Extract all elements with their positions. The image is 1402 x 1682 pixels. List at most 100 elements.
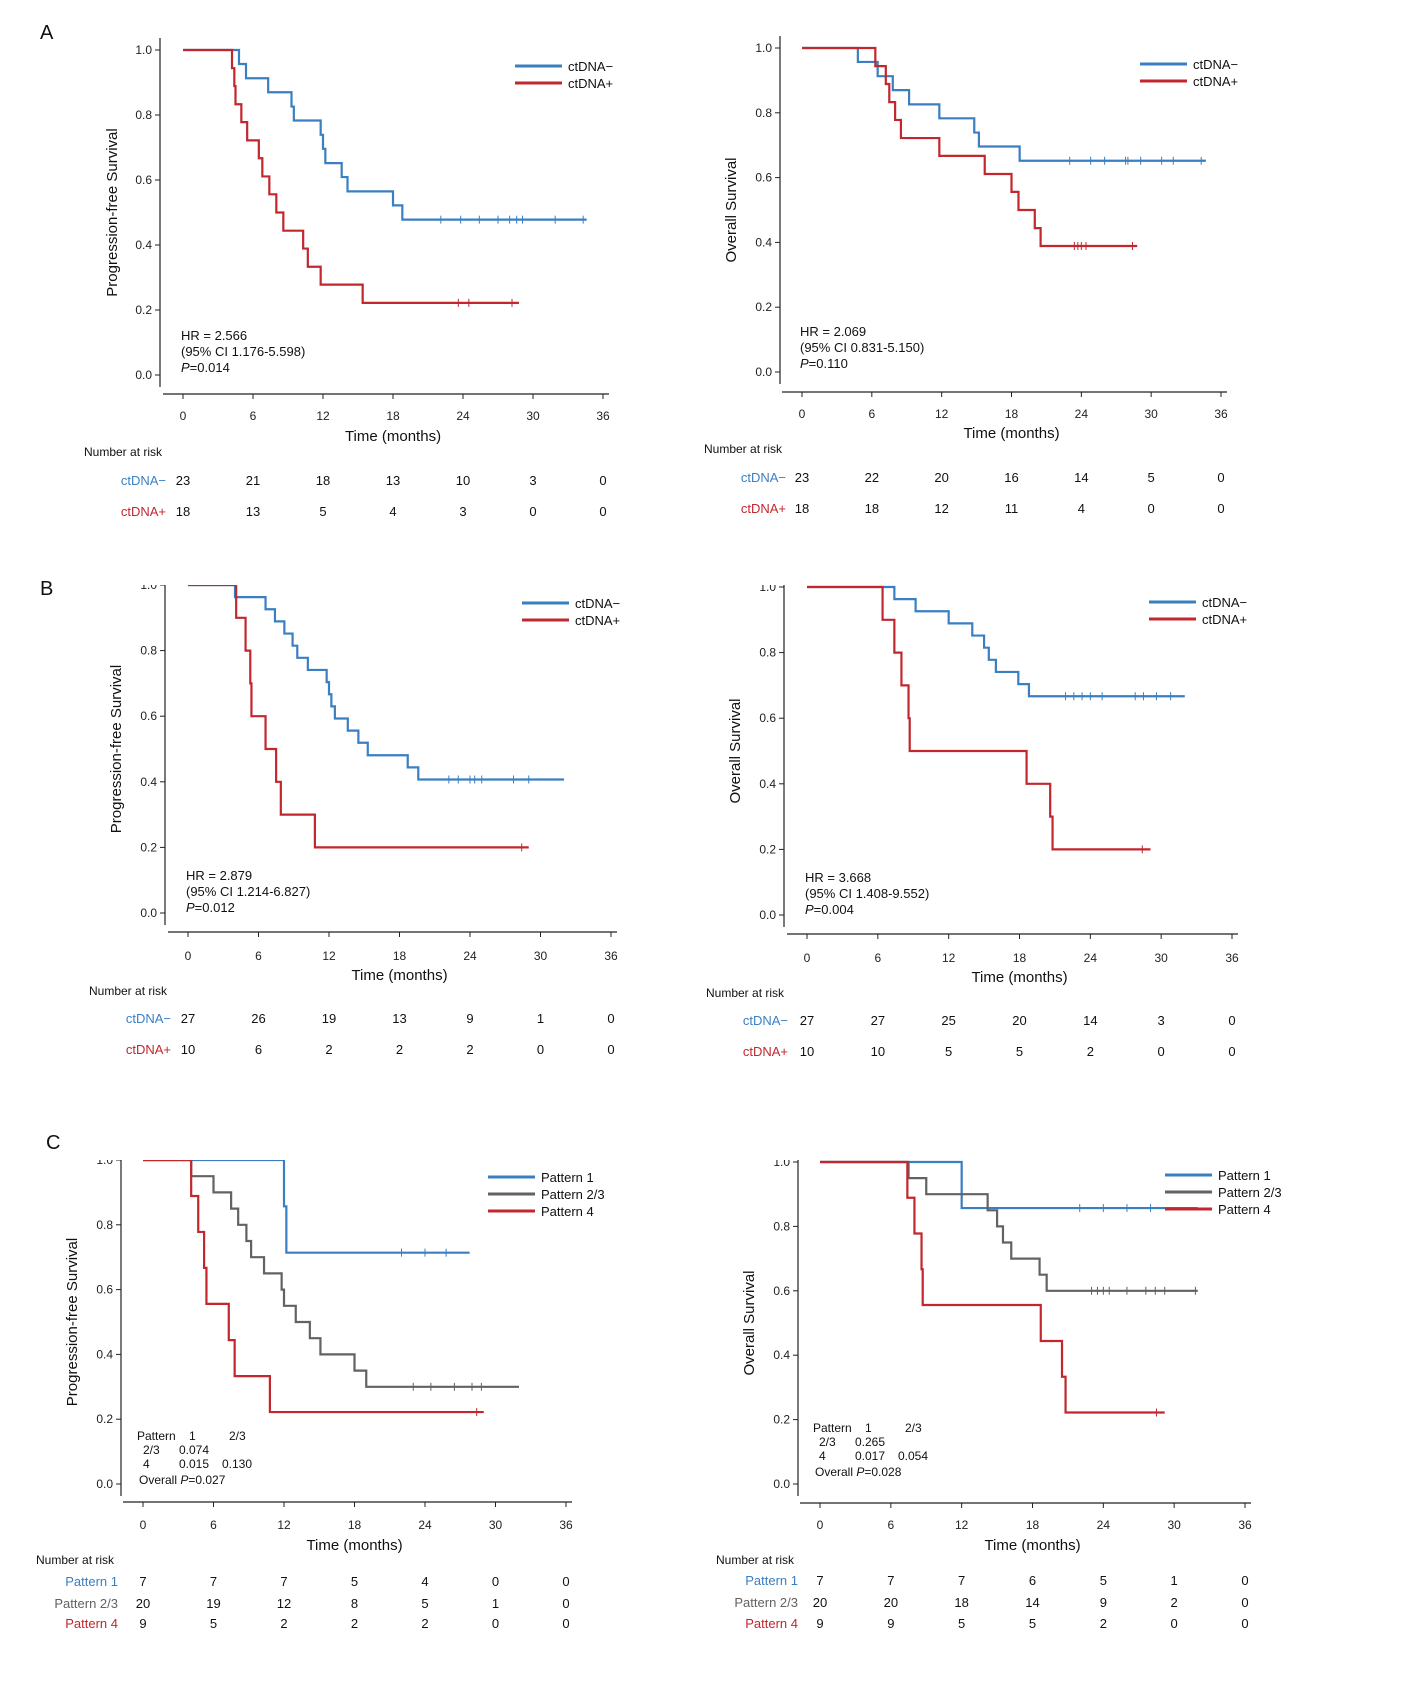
y-tick-label: 0.2: [759, 842, 776, 856]
risk-row-label: ctDNA−: [126, 1011, 171, 1026]
risk-count: 8: [351, 1596, 358, 1611]
risk-count: 2: [1171, 1595, 1178, 1610]
risk-count: 3: [529, 473, 536, 488]
x-tick-label: 6: [255, 949, 262, 963]
x-tick-label: 24: [463, 949, 477, 963]
x-tick-label: 24: [1084, 951, 1098, 965]
x-tick-label: 12: [942, 951, 956, 965]
x-tick-label: 36: [1238, 1518, 1252, 1532]
p-symbol: P: [186, 900, 195, 915]
risk-count: 3: [459, 504, 466, 519]
risk-count: 14: [1025, 1595, 1039, 1610]
risk-table-title: Number at risk: [704, 442, 783, 456]
risk-count: 20: [813, 1595, 827, 1610]
y-tick-label: 0.2: [96, 1412, 113, 1426]
y-tick-label: 0.4: [755, 235, 772, 249]
legend-label: Pattern 1: [541, 1170, 594, 1185]
x-tick-label: 0: [817, 1518, 824, 1532]
survival-curve-blue: [143, 1160, 470, 1254]
risk-count: 7: [958, 1573, 965, 1588]
pvalue-cell: 0.074: [179, 1443, 209, 1457]
risk-count: 2: [325, 1042, 332, 1057]
x-axis-title: Time (months): [963, 425, 1059, 442]
risk-count: 23: [795, 470, 809, 485]
survival-curve-blue: [807, 585, 1185, 698]
risk-count: 7: [816, 1573, 823, 1588]
risk-count: 0: [529, 504, 536, 519]
x-axis-title: Time (months): [984, 1537, 1080, 1554]
x-tick-label: 36: [604, 949, 618, 963]
hr-annotation-line: HR = 2.069: [800, 324, 866, 339]
x-tick-label: 18: [1013, 951, 1027, 965]
x-tick-label: 36: [596, 409, 610, 423]
y-tick-label: 0.6: [773, 1284, 790, 1298]
y-tick-label: 0.6: [135, 173, 152, 187]
risk-count: 2: [396, 1042, 403, 1057]
pvalue-row-label: 4: [819, 1449, 826, 1463]
risk-count: 2: [1100, 1616, 1107, 1631]
y-tick-label: 0.0: [755, 365, 772, 379]
pvalue-header: 1: [865, 1421, 872, 1435]
survival-curve-red: [143, 1160, 484, 1414]
x-tick-label: 36: [1214, 407, 1228, 421]
x-tick-label: 24: [456, 409, 470, 423]
x-tick-label: 0: [804, 951, 811, 965]
legend-label: ctDNA−: [568, 59, 613, 74]
y-tick-label: 0.8: [96, 1218, 113, 1232]
risk-count: 20: [934, 470, 948, 485]
x-tick-label: 30: [1144, 407, 1158, 421]
y-axis-title: Overall Survival: [723, 157, 740, 262]
risk-count: 1: [537, 1011, 544, 1026]
risk-count: 0: [1241, 1595, 1248, 1610]
y-tick-label: 1.0: [773, 1160, 790, 1169]
risk-count: 2: [466, 1042, 473, 1057]
overall-pvalue: Overall P=0.028: [815, 1465, 902, 1479]
risk-count: 18: [954, 1595, 968, 1610]
x-tick-label: 6: [868, 407, 875, 421]
x-tick-label: 0: [180, 409, 187, 423]
risk-count: 0: [599, 473, 606, 488]
risk-count: 26: [251, 1011, 265, 1026]
risk-count: 0: [492, 1616, 499, 1631]
x-tick-label: 0: [185, 949, 192, 963]
survival-curve-red: [802, 46, 1138, 248]
y-tick-label: 0.2: [140, 840, 157, 854]
survival-curve-red: [807, 585, 1151, 851]
risk-row-label: ctDNA−: [743, 1013, 788, 1028]
risk-count: 5: [319, 504, 326, 519]
risk-count: 0: [1217, 470, 1224, 485]
risk-row-label: Pattern 4: [745, 1616, 798, 1631]
risk-table-title: Number at risk: [716, 1553, 795, 1567]
pvalue-row-label: 4: [143, 1457, 150, 1471]
survival-curve-gray: [820, 1160, 1198, 1292]
pvalue-cell: 0.265: [855, 1435, 885, 1449]
risk-count: 0: [1241, 1616, 1248, 1631]
p-symbol: P: [181, 360, 190, 375]
x-tick-label: 24: [418, 1518, 432, 1532]
x-tick-label: 12: [316, 409, 330, 423]
x-tick-label: 12: [935, 407, 949, 421]
pvalue-cell: 0.054: [898, 1449, 928, 1463]
risk-table-title: Number at risk: [36, 1553, 115, 1567]
risk-count: 13: [386, 473, 400, 488]
survival-curve-red: [820, 1160, 1165, 1414]
risk-table-title: Number at risk: [706, 986, 785, 1000]
risk-count: 18: [795, 501, 809, 516]
risk-count: 27: [800, 1013, 814, 1028]
p-symbol: P: [800, 356, 809, 371]
risk-count: 2: [1087, 1044, 1094, 1059]
pvalue-row-label: 2/3: [143, 1443, 160, 1457]
pvalue-cell: 0.017: [855, 1449, 885, 1463]
risk-count: 1: [1171, 1573, 1178, 1588]
hr-annotation-line: HR = 2.879: [186, 868, 252, 883]
risk-count: 0: [1148, 501, 1155, 516]
hr-annotation-line: (95% CI 0.831-5.150): [800, 340, 924, 355]
risk-count: 0: [607, 1042, 614, 1057]
x-tick-label: 36: [1225, 951, 1239, 965]
p-value: =0.012: [195, 900, 235, 915]
